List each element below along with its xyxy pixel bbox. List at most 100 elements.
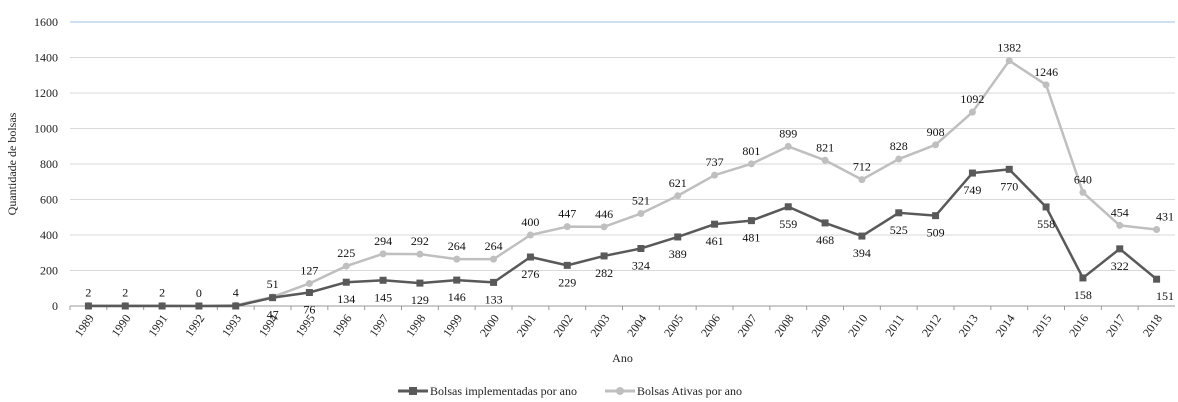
- data-label-implementadas: 468: [816, 233, 834, 247]
- data-point-ativas: [600, 223, 608, 231]
- data-point-implementadas: [932, 212, 940, 220]
- data-label-implementadas: 558: [1037, 217, 1055, 231]
- data-label-implementadas: 133: [485, 292, 503, 306]
- data-label-implementadas: 47: [267, 308, 279, 322]
- data-label-ativas: 908: [927, 125, 945, 139]
- data-label-implementadas: 276: [521, 267, 539, 281]
- data-point-implementadas: [895, 209, 903, 217]
- data-label-implementadas: 129: [411, 293, 429, 307]
- data-label-implementadas: 134: [337, 292, 355, 306]
- y-tick-label: 200: [40, 264, 58, 278]
- x-tick-label: 2017: [1103, 312, 1128, 340]
- data-point-implementadas: [747, 217, 755, 225]
- data-label-ativas: 1382: [997, 41, 1021, 55]
- data-point-ativas: [895, 155, 903, 163]
- data-label-ativas: 431: [1156, 209, 1174, 223]
- data-label-implementadas: 481: [742, 231, 760, 245]
- data-label-ativas: 2: [85, 286, 91, 300]
- data-label-implementadas: 525: [890, 223, 908, 237]
- data-point-implementadas: [305, 289, 313, 297]
- data-point-ativas: [416, 250, 424, 258]
- data-point-ativas: [784, 142, 792, 150]
- data-point-implementadas: [858, 232, 866, 240]
- x-tick-label: 2004: [624, 312, 649, 340]
- data-point-ativas: [563, 223, 571, 231]
- data-label-ativas: 899: [779, 126, 797, 140]
- x-tick-label: 2000: [477, 312, 502, 340]
- data-label-implementadas: 282: [595, 266, 613, 280]
- x-tick-label: 1993: [219, 312, 244, 340]
- data-point-implementadas: [526, 253, 534, 261]
- data-label-ativas: 1246: [1034, 65, 1058, 79]
- legend-marker-implementadas: [409, 387, 417, 395]
- data-point-ativas: [342, 262, 350, 270]
- data-label-ativas: 1092: [960, 92, 984, 106]
- data-point-implementadas: [232, 302, 240, 310]
- data-label-ativas: 621: [669, 176, 687, 190]
- data-label-implementadas: 770: [1000, 179, 1018, 193]
- x-tick-label: 1989: [72, 312, 97, 340]
- x-tick-label: 2005: [661, 312, 686, 340]
- x-tick-label: 1990: [108, 312, 133, 340]
- legend-label-ativas: Bolsas Ativas por ano: [637, 384, 742, 398]
- x-axis-ticks: 1989 1990 1991 1992 1993 1994 1995 1996 1997 1998…: [69, 306, 1165, 340]
- data-point-implementadas: [1005, 165, 1013, 173]
- y-axis-ticks: 0 200 400 600 800 1000 1200 1400 1600: [34, 15, 58, 313]
- data-point-implementadas: [821, 219, 829, 227]
- data-point-ativas: [932, 141, 940, 149]
- data-label-ativas: 446: [595, 207, 613, 221]
- series-line-implementadas: [88, 168, 1158, 308]
- data-label-ativas: 821: [816, 140, 834, 154]
- data-labels: 2 2 2 0 4 51 127 225 294 292 264 264 400 447 446 521 621…: [85, 41, 1174, 322]
- data-point-implementadas: [490, 278, 498, 286]
- y-tick-label: 400: [40, 228, 58, 242]
- data-point-ativas: [1116, 221, 1124, 229]
- data-label-ativas: 521: [632, 194, 650, 208]
- data-point-implementadas: [1079, 274, 1087, 282]
- data-label-implementadas: 76: [303, 303, 315, 317]
- x-tick-label: 1992: [182, 312, 207, 340]
- data-point-ativas: [526, 231, 534, 239]
- data-label-implementadas: 145: [374, 290, 392, 304]
- data-point-ativas: [1005, 57, 1013, 65]
- data-point-implementadas: [711, 220, 719, 228]
- legend-marker-ativas: [616, 387, 624, 395]
- x-tick-label: 1997: [366, 312, 391, 340]
- data-point-implementadas: [1116, 245, 1124, 253]
- data-point-ativas: [637, 210, 645, 218]
- x-tick-label: 2008: [771, 312, 796, 340]
- y-axis-title: Quantidade de bolsas: [5, 112, 19, 215]
- data-point-ativas: [968, 108, 976, 116]
- x-tick-label: 2007: [735, 312, 760, 340]
- x-tick-label: 1999: [440, 312, 465, 340]
- gridlines: [70, 57, 1175, 271]
- data-point-ativas: [453, 255, 461, 263]
- data-label-ativas: 454: [1111, 205, 1129, 219]
- x-tick-label: 2010: [845, 312, 870, 340]
- data-label-implementadas: 146: [448, 290, 466, 304]
- data-point-ativas: [674, 192, 682, 200]
- data-label-ativas: 225: [337, 246, 355, 260]
- data-point-implementadas: [416, 279, 424, 287]
- data-point-implementadas: [563, 261, 571, 269]
- data-point-implementadas: [453, 276, 461, 284]
- data-point-implementadas: [674, 233, 682, 241]
- x-tick-label: 1998: [403, 312, 428, 340]
- data-point-ativas: [490, 255, 498, 263]
- data-label-ativas: 0: [196, 286, 202, 300]
- x-tick-label: 2001: [514, 312, 539, 340]
- data-point-implementadas: [968, 169, 976, 177]
- data-point-implementadas: [1153, 275, 1161, 283]
- data-point-ativas: [1153, 225, 1161, 233]
- y-tick-label: 1600: [34, 15, 58, 29]
- legend-label-implementadas: Bolsas implementadas por ano: [430, 384, 577, 398]
- x-tick-label: 2002: [550, 312, 575, 340]
- data-label-ativas: 828: [890, 139, 908, 153]
- x-tick-label: 2006: [698, 312, 723, 340]
- x-tick-label: 2016: [1066, 312, 1091, 340]
- data-point-ativas: [305, 279, 313, 287]
- data-point-implementadas: [84, 302, 92, 310]
- data-point-implementadas: [1042, 203, 1050, 211]
- data-label-implementadas: 229: [558, 275, 576, 289]
- data-point-implementadas: [342, 278, 350, 286]
